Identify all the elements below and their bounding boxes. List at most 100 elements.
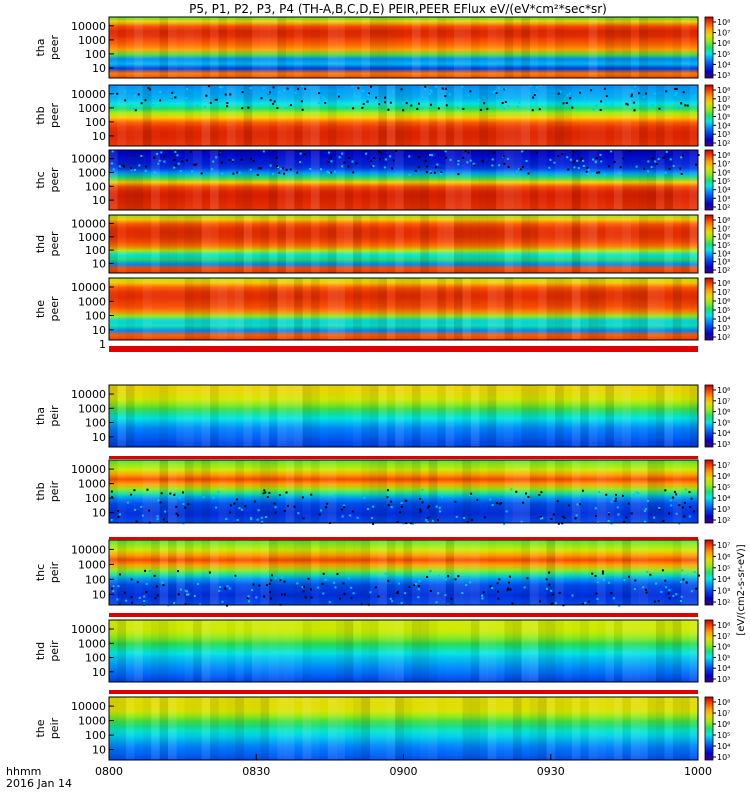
noise-speck — [345, 106, 348, 109]
colorbar-scale — [704, 277, 714, 341]
texture-column — [226, 278, 236, 340]
texture-column — [588, 460, 598, 523]
texture-column — [647, 215, 657, 273]
texture-column — [655, 150, 665, 210]
noise-speck — [140, 154, 143, 157]
noise-speck — [337, 93, 340, 96]
texture-column — [580, 17, 589, 78]
texture-column — [605, 697, 614, 760]
noise-speck — [595, 104, 598, 107]
noise-speck — [300, 100, 303, 103]
texture-column — [479, 17, 488, 78]
noise-speck — [320, 100, 323, 103]
noise-speck — [274, 506, 277, 509]
noise-speck — [153, 156, 156, 159]
noise-speck — [272, 86, 275, 89]
noise-speck — [605, 493, 608, 496]
noise-speck — [417, 585, 420, 588]
noise-speck — [592, 158, 595, 161]
noise-speck — [322, 572, 325, 575]
noise-speck — [612, 497, 615, 500]
colorbar-tick-label: 10⁷ — [717, 632, 730, 641]
texture-column — [496, 620, 505, 682]
texture-column — [227, 540, 236, 605]
noise-speck — [211, 168, 214, 171]
texture-column — [268, 17, 278, 78]
texture-column — [151, 385, 160, 447]
noise-speck — [256, 173, 259, 176]
texture-column — [429, 150, 438, 210]
texture-column — [252, 17, 261, 78]
noise-speck — [145, 582, 148, 585]
texture-column — [555, 17, 564, 78]
noise-speck — [521, 150, 524, 153]
noise-speck — [288, 105, 291, 107]
noise-speck — [581, 159, 584, 162]
texture-column — [185, 150, 194, 210]
texture-column — [151, 278, 160, 340]
noise-speck — [573, 160, 575, 163]
texture-column — [597, 540, 606, 605]
texture-column — [159, 620, 169, 682]
texture-column — [479, 215, 488, 273]
noise-speck — [279, 167, 282, 170]
noise-speck — [189, 492, 192, 495]
texture-column — [639, 85, 648, 146]
noise-speck — [283, 580, 286, 583]
noise-speck — [645, 588, 648, 591]
panel-frame — [108, 16, 699, 79]
noise-speck — [173, 94, 176, 96]
noise-speck — [255, 596, 258, 599]
y-axis-label-species: peir — [48, 640, 61, 662]
noise-speck — [672, 496, 675, 499]
noise-speck — [325, 506, 328, 509]
noise-speck — [361, 106, 364, 109]
texture-column — [378, 540, 387, 605]
texture-column — [117, 278, 126, 340]
noise-speck — [603, 87, 606, 90]
noise-speck — [228, 587, 231, 590]
noise-speck — [437, 592, 439, 595]
texture-column — [529, 460, 539, 523]
noise-speck — [301, 108, 304, 111]
texture-column — [571, 460, 581, 523]
texture-column — [639, 215, 648, 273]
texture-column — [369, 17, 379, 78]
noise-speck — [668, 512, 670, 515]
noise-speck — [630, 93, 633, 96]
texture-column — [327, 215, 337, 273]
noise-speck — [175, 512, 178, 515]
noise-speck — [498, 502, 501, 505]
y-tick-label: 10 — [92, 62, 106, 75]
texture-column — [243, 385, 253, 447]
noise-speck — [627, 502, 630, 505]
noise-speck — [362, 90, 364, 92]
noise-speck — [324, 578, 327, 581]
noise-speck — [573, 166, 576, 169]
texture-column — [294, 85, 303, 146]
noise-speck — [568, 103, 571, 106]
colorbar-tick-label: 10⁴ — [717, 60, 730, 69]
colorbar-tick-label: 10³ — [717, 753, 730, 762]
noise-speck — [594, 160, 597, 163]
y-tick-label: 10 — [92, 431, 106, 444]
texture-column — [555, 150, 564, 210]
noise-speck — [647, 160, 650, 163]
noise-speck — [310, 596, 313, 599]
texture-column — [437, 460, 446, 523]
texture-column — [285, 150, 295, 210]
texture-column — [134, 540, 143, 605]
texture-column — [664, 17, 673, 78]
texture-column — [605, 540, 614, 605]
noise-speck — [360, 603, 363, 606]
noise-speck — [342, 582, 345, 585]
texture-column — [327, 697, 337, 760]
y-tick-label: 100 — [85, 652, 106, 665]
noise-speck — [435, 505, 438, 508]
texture-column — [429, 215, 438, 273]
texture-column — [521, 215, 530, 273]
y-tick-label: 10000 — [71, 217, 106, 230]
